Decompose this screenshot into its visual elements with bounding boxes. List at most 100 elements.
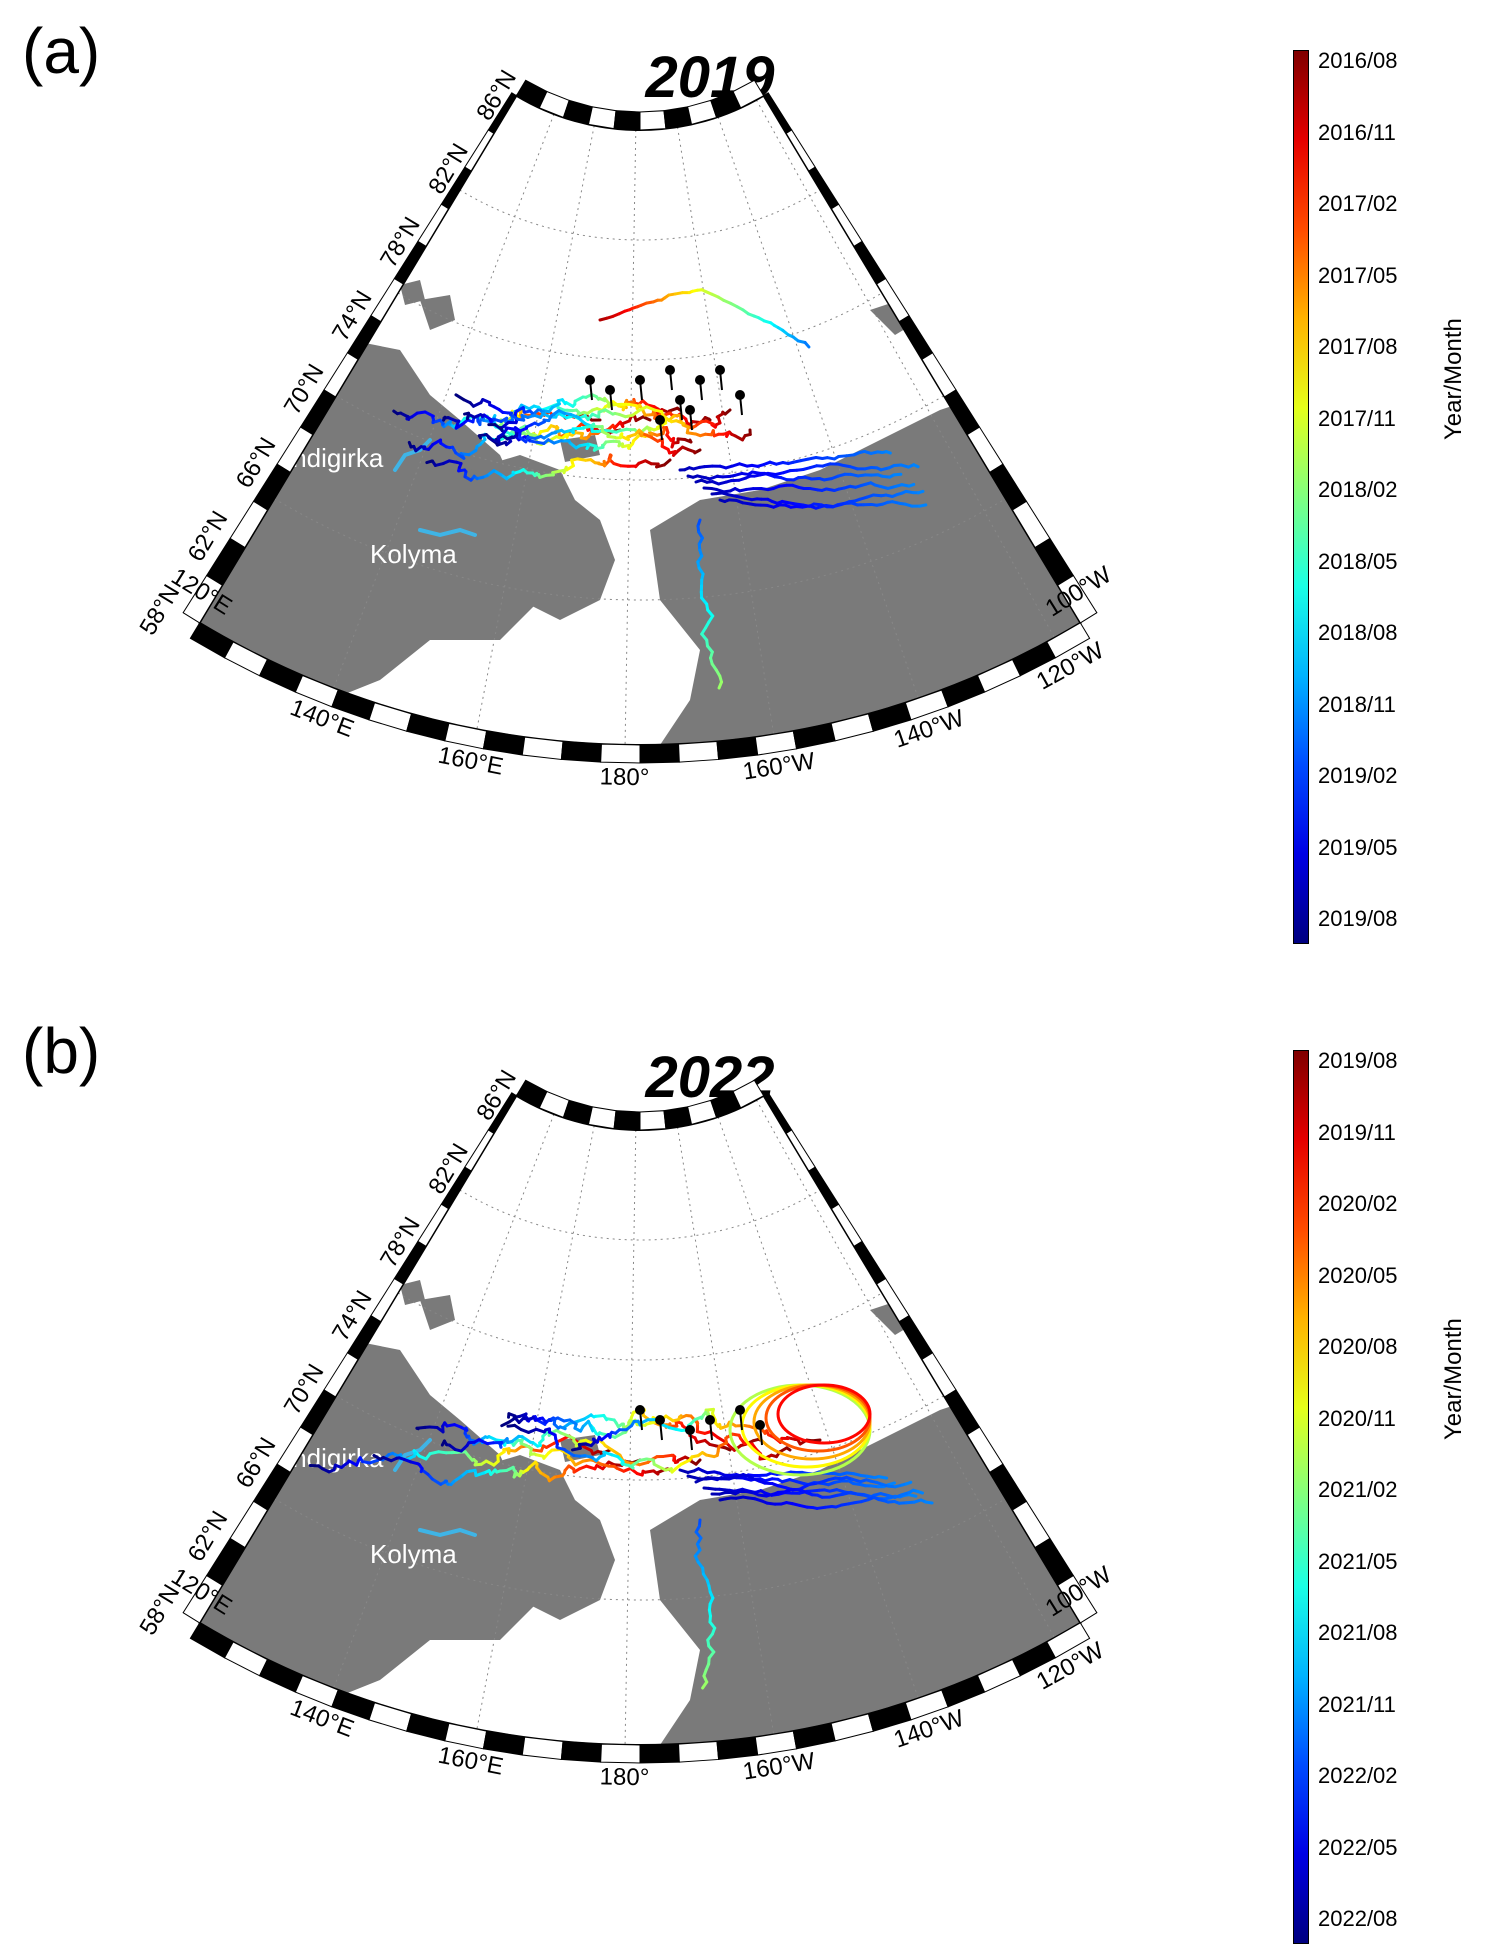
colorbar-title: Year/Month — [1440, 318, 1467, 440]
track-segment — [877, 1475, 889, 1480]
track-segment — [558, 1448, 571, 1457]
frame-tick — [587, 106, 617, 130]
panel-label: (b) — [22, 1015, 101, 1087]
longitude-line — [677, 1126, 775, 1735]
colorbar-tick-label: 2022/08 — [1318, 1906, 1398, 1931]
frame-tick — [1046, 622, 1091, 659]
land-island — [420, 1295, 455, 1330]
track-segment — [372, 1453, 382, 1461]
track-segment — [477, 434, 483, 440]
colorbar-tick-label: 2018/05 — [1318, 548, 1398, 574]
colorbar-tick-label: 2017/05 — [1318, 262, 1398, 288]
colorbar-tick-label: 2022/02 — [1318, 1763, 1398, 1788]
colorbar-tick-label: 2016/08 — [1318, 48, 1398, 73]
colorbar-tick-label: 2021/02 — [1318, 1477, 1398, 1502]
colorbar-tick-label: 2020/02 — [1318, 1191, 1398, 1216]
start-stem — [709, 1419, 713, 1441]
frame-tick — [639, 743, 680, 764]
start-points — [635, 1405, 765, 1451]
river-kolyma — [418, 1527, 477, 1538]
frame-tick — [716, 1736, 759, 1761]
start-stem — [679, 399, 683, 421]
track-segment — [477, 1438, 489, 1446]
frame-tick — [1046, 1622, 1091, 1659]
river-label: Kolyma — [370, 539, 457, 569]
track-segment — [407, 440, 413, 449]
start-points — [585, 365, 745, 441]
frame-tick — [600, 1743, 641, 1764]
track-segment — [425, 459, 433, 465]
colorbar — [1293, 1050, 1309, 1944]
track-segment — [415, 1426, 420, 1431]
track-segment — [442, 415, 447, 422]
frame-tick — [663, 106, 693, 130]
river-indigirka — [393, 1438, 432, 1472]
longitude-label: 180° — [599, 763, 649, 791]
start-stem — [659, 1419, 663, 1441]
frame-tick — [639, 1743, 680, 1764]
start-stem — [669, 369, 673, 391]
frame-tick — [678, 1740, 720, 1763]
start-stem — [639, 379, 643, 401]
track-segment — [924, 1500, 934, 1505]
latitude-line — [397, 292, 883, 361]
colorbar-tick-label: 2020/08 — [1318, 1334, 1398, 1359]
frame-tick — [521, 1736, 564, 1761]
longitude-line — [476, 1125, 595, 1730]
ocean — [199, 95, 1081, 745]
track-segment — [886, 1481, 896, 1487]
land-island — [400, 280, 425, 305]
frame-tick — [639, 1110, 667, 1131]
start-stem — [759, 1424, 763, 1446]
colorbar-tick-label: 2018/08 — [1318, 620, 1398, 645]
longitude-line — [717, 116, 919, 699]
drift-tracks — [308, 1383, 934, 1690]
colorbar-tick-label: 2020/05 — [1318, 1262, 1398, 1288]
land-island — [400, 1280, 425, 1305]
latitude-line — [274, 1498, 1006, 1601]
panel-b: (b) 2022 Lena Indigirka Kolyma 58°N 62°N 66°N… — [0, 1000, 1495, 1950]
graticule — [274, 1099, 1055, 1745]
colorbar-tick-label: 2019/08 — [1318, 1048, 1398, 1073]
river-indigirka — [393, 438, 432, 472]
latitude-line — [459, 189, 821, 241]
drift-tracks — [392, 288, 928, 690]
longitude-line — [333, 113, 555, 689]
river-kolyma — [418, 527, 477, 538]
longitude-label: 180° — [599, 1763, 649, 1791]
land-north-america — [640, 280, 1081, 745]
colorbar-tick-label: 2021/05 — [1318, 1548, 1398, 1574]
longitude-line — [333, 1113, 555, 1689]
land-island — [1050, 240, 1081, 270]
track-segment — [679, 1458, 692, 1466]
frame-tick — [1057, 574, 1098, 624]
track-segment — [431, 438, 443, 447]
track-segment — [549, 409, 561, 418]
track-segment — [630, 1458, 642, 1468]
map: LenaIndigirkaKolyma58°N62°N66°N70°N74°N7… — [135, 1065, 1117, 1791]
map: LenaIndigirkaKolyma58°N62°N66°N70°N74°N7… — [135, 65, 1117, 791]
track-segment — [423, 410, 435, 418]
frame-tick — [587, 1106, 617, 1130]
track-segment — [907, 1493, 918, 1498]
latitude-line — [335, 1395, 945, 1481]
start-stem — [589, 379, 593, 401]
track-segment — [564, 1449, 576, 1457]
colorbar — [1293, 50, 1309, 944]
land-island — [910, 275, 955, 305]
colorbar-tick-label: 2019/05 — [1318, 834, 1398, 860]
panel-label: (a) — [22, 15, 101, 87]
colorbar-tick-label: 2021/08 — [1318, 1620, 1398, 1645]
frame-tick — [613, 110, 641, 131]
start-stem — [739, 1409, 743, 1431]
track-segment — [610, 1448, 622, 1457]
track-segment — [454, 451, 466, 460]
colorbar-tick-label: 2017/02 — [1318, 191, 1398, 216]
frame-tick — [613, 1110, 641, 1131]
colorbar-tick-label: 2021/11 — [1318, 1691, 1396, 1717]
colorbar-tick-label: 2019/11 — [1318, 1119, 1396, 1145]
frame-tick — [560, 740, 602, 763]
track-segment — [500, 1420, 511, 1428]
longitude-line — [476, 125, 595, 730]
